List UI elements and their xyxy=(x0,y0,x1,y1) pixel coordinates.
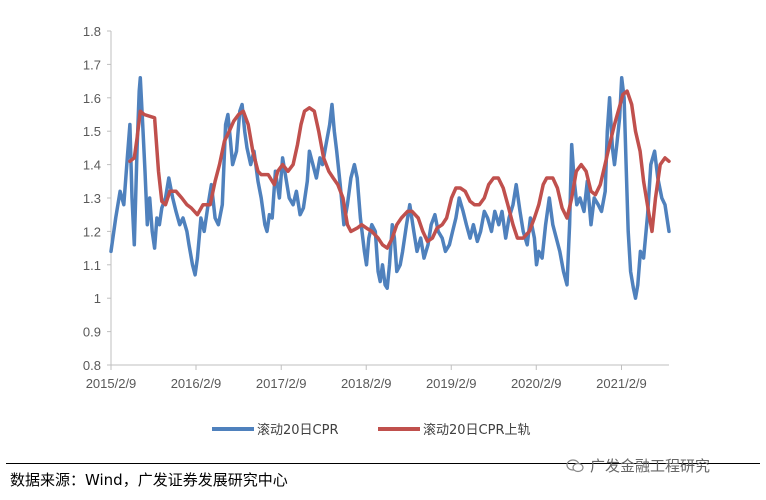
watermark: 广发金融工程研究 xyxy=(566,455,710,476)
legend-label: 滚动20日CPR上轨 xyxy=(423,422,531,438)
y-tick-label: 1 xyxy=(94,291,101,306)
x-tick-label: 2018/2/9 xyxy=(341,376,392,391)
y-tick-label: 0.9 xyxy=(83,325,101,340)
y-tick-label: 1.1 xyxy=(83,258,101,273)
y-tick-label: 1.5 xyxy=(83,124,101,139)
wechat-icon xyxy=(566,458,584,472)
series-line-2 xyxy=(128,89,671,250)
y-tick-label: 1.6 xyxy=(83,91,101,106)
footer-divider xyxy=(6,463,760,464)
x-tick-label: 2020/2/9 xyxy=(511,376,562,391)
y-tick-label: 1.3 xyxy=(83,191,101,206)
source-note: 数据来源：Wind，广发证券发展研究中心 xyxy=(10,471,288,489)
x-tick-label: 2021/2/9 xyxy=(596,376,647,391)
x-tick-label: 2019/2/9 xyxy=(426,376,477,391)
y-tick-label: 1.2 xyxy=(83,224,101,239)
series-line-1 xyxy=(109,76,671,300)
legend-label: 滚动20日CPR xyxy=(257,422,339,438)
y-tick-label: 1.4 xyxy=(83,158,101,173)
y-axis: 0.8 0.9 1 1.1 1.2 1.3 1.4 1.5 1.6 1.7 1.8 xyxy=(83,24,112,373)
x-axis: 2015/2/9 2016/2/9 2017/2/9 2018/2/9 2019/2/9… xyxy=(86,364,669,391)
line-chart: 0.8 0.9 1 1.1 1.2 1.3 1.4 1.5 1.6 1.7 1.8 2015/2/9… xyxy=(83,24,671,438)
watermark-text: 广发金融工程研究 xyxy=(590,457,711,475)
x-tick-label: 2016/2/9 xyxy=(171,376,222,391)
x-tick-label: 2015/2/9 xyxy=(86,376,137,391)
y-tick-label: 1.8 xyxy=(83,24,101,39)
legend: 滚动20日CPR 滚动20日CPR上轨 xyxy=(212,422,531,438)
y-tick-label: 1.7 xyxy=(83,57,101,72)
series-layer xyxy=(109,76,671,300)
y-tick-label: 0.8 xyxy=(83,358,101,373)
x-tick-label: 2017/2/9 xyxy=(256,376,307,391)
